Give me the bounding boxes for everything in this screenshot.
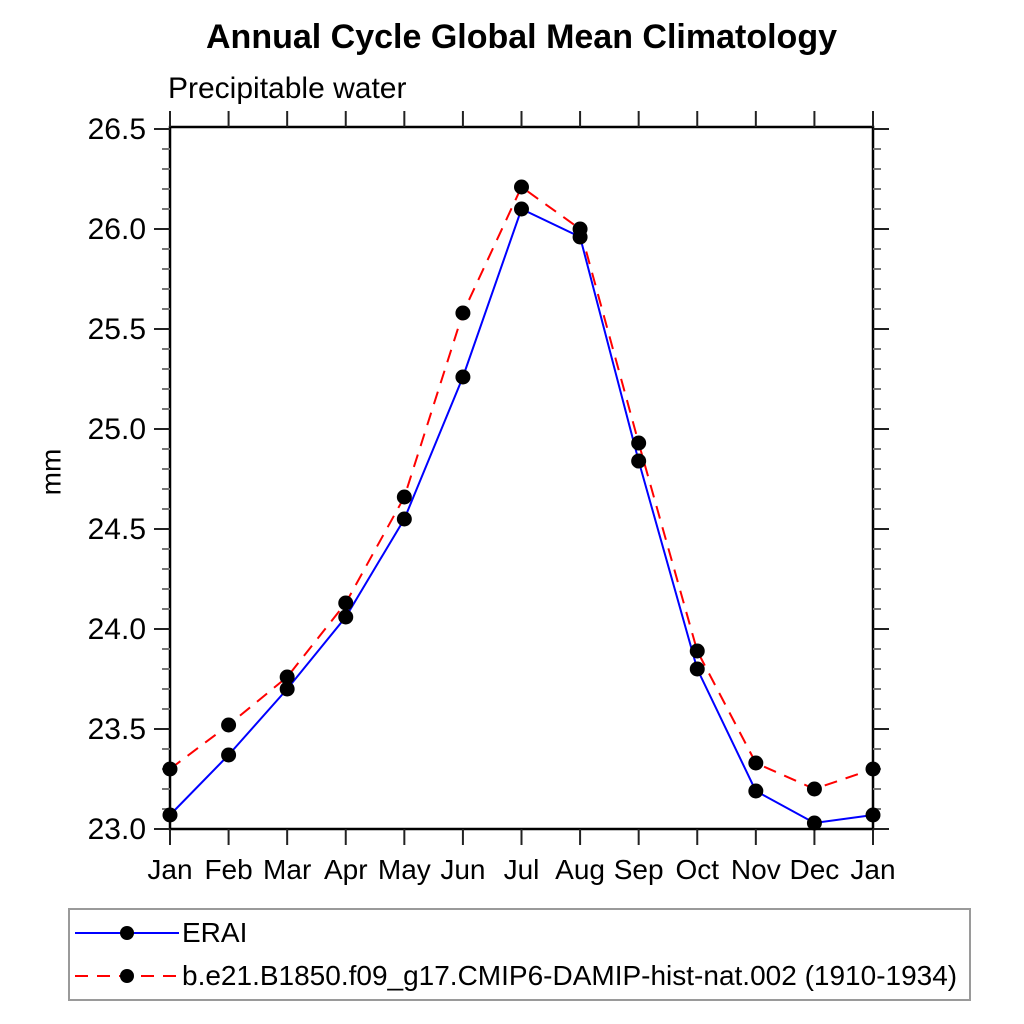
y-tick-label: 24.0 — [88, 613, 146, 646]
y-tick-label: 25.0 — [88, 413, 146, 446]
data-point-marker-series-1 — [572, 221, 588, 237]
data-point-marker-series-1 — [279, 669, 295, 685]
data-point-marker-series-0 — [689, 661, 705, 677]
data-point-marker-series-1 — [338, 595, 354, 611]
legend-item-model: b.e21.B1850.f09_g17.CMIP6-DAMIP-hist-nat… — [70, 956, 969, 996]
data-point-marker-series-1 — [514, 179, 529, 195]
chart-title: Annual Cycle Global Mean Climatology — [206, 18, 837, 56]
y-tick-label: 24.5 — [88, 513, 146, 546]
x-tick-label: Nov — [731, 854, 781, 885]
data-point-marker-series-1 — [631, 435, 647, 451]
legend-swatch-solid-line-icon — [75, 926, 179, 940]
x-tick-label: May — [378, 854, 431, 885]
data-point-marker-series-0 — [455, 369, 471, 385]
data-point-marker-series-1 — [806, 781, 822, 797]
data-point-marker-series-1 — [455, 305, 471, 321]
y-tick-label: 23.5 — [88, 713, 146, 746]
data-point-marker-series-0 — [396, 511, 412, 527]
y-tick-label: 23.0 — [88, 813, 146, 846]
data-point-marker-series-1 — [689, 643, 705, 659]
data-point-marker-series-0 — [865, 807, 881, 823]
legend-label: ERAI — [182, 917, 248, 948]
data-point-marker-series-0 — [514, 201, 529, 217]
legend-swatch-dashed-line-icon — [75, 969, 179, 983]
x-tick-label: Apr — [324, 854, 368, 885]
axis-frame — [168, 125, 875, 831]
x-tick-label: Oct — [675, 854, 719, 885]
chart-subtitle: Precipitable water — [168, 72, 407, 105]
x-tick-label: Sep — [614, 854, 664, 885]
data-point-marker-series-1 — [221, 717, 237, 733]
data-point-marker-series-0 — [221, 747, 237, 763]
x-tick-label: Aug — [555, 854, 605, 885]
data-point-marker-series-1 — [162, 761, 178, 777]
data-point-marker-series-1 — [865, 761, 881, 777]
data-point-marker-series-1 — [748, 755, 764, 771]
x-tick-label: Jun — [440, 854, 485, 885]
data-point-marker-series-0 — [279, 681, 295, 697]
data-point-marker-series-0 — [806, 815, 822, 831]
series-line-1 — [169, 185, 874, 791]
data-point-marker-series-0 — [748, 783, 764, 799]
legend: ERAI b.e21.B1850.f09_g17.CMIP6-DAMIP-his… — [68, 908, 971, 1001]
data-point-marker-series-0 — [631, 453, 647, 469]
data-point-marker-series-1 — [396, 489, 412, 505]
y-tick-label: 26.5 — [88, 113, 146, 146]
x-tick-label: Jan — [850, 854, 895, 885]
x-tick-label: Jan — [147, 854, 192, 885]
x-tick-label: Feb — [204, 854, 252, 885]
data-point-marker-series-0 — [338, 609, 354, 625]
y-tick-label: 26.0 — [88, 213, 146, 246]
x-tick-label: Dec — [790, 854, 840, 885]
data-point-marker-series-0 — [162, 807, 178, 823]
x-tick-label: Mar — [263, 854, 311, 885]
legend-label: b.e21.B1850.f09_g17.CMIP6-DAMIP-hist-nat… — [182, 960, 958, 991]
series-line-0 — [169, 207, 874, 825]
legend-item-erai: ERAI — [70, 913, 969, 953]
y-tick-label: 25.5 — [88, 313, 146, 346]
x-tick-label: Jul — [504, 854, 540, 885]
